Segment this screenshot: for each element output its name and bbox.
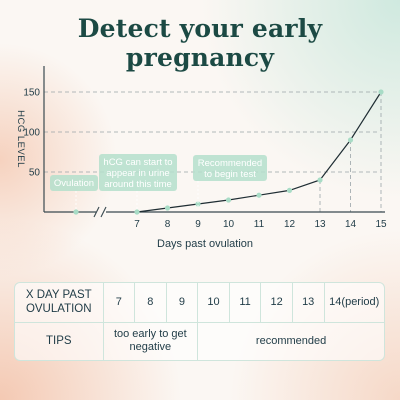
data-point [317,177,323,183]
table-header-tips: TIPS [15,321,104,360]
data-point [195,201,201,207]
table-cell: 13 [291,283,325,323]
table-cell: 10 [197,283,230,323]
y-tick-label: 100 [23,128,40,139]
y-tick-label: 150 [23,88,40,99]
annotation-box [50,175,98,191]
table-cell: 12 [260,283,293,323]
page-title: Detect your early pregnancy [77,14,323,72]
data-point [225,197,232,203]
x-tick-label: 10 [223,219,235,230]
annotation-box [99,154,177,191]
data-point [73,209,79,215]
axis-break-mark [100,206,107,218]
y-tick-label: 50 [29,168,41,179]
x-tick-label: 7 [134,219,140,230]
data-point [378,89,384,95]
table-cell: 14(period) [323,283,384,323]
x-tick-label: 14 [345,219,357,230]
annotation-box [193,155,267,181]
x-tick-label: 12 [284,219,296,230]
x-tick-label: 15 [375,219,387,230]
data-point [134,209,140,215]
data-point [347,137,354,143]
annotation-text: Recommended to begin test [198,158,262,180]
x-tick-label: 11 [254,219,265,230]
data-point [164,205,171,211]
y-axis-label: HCG LEVEL [15,110,26,168]
table-row: TIPS too early to get negative recommend… [15,321,384,360]
tip-recommended: recommended [197,321,384,360]
testing-schedule-table: X DAY PAST OVULATION 7 8 9 10 11 12 13 1… [14,282,385,361]
tip-too-early: too early to get negative [102,321,199,360]
table-row: X DAY PAST OVULATION 7 8 9 10 11 12 13 1… [15,283,384,323]
data-point [256,192,262,198]
annotation-text: hCG can start to appear in urine around th… [103,157,172,190]
x-tick-label: 8 [165,219,171,230]
table-header-days: X DAY PAST OVULATION [15,283,104,323]
table-cell: 8 [134,283,167,323]
x-axis-label: Days past ovulation [157,238,253,250]
hcg-chart: 50 100 150 HCG LEVEL 7 8 9 10 11 12 13 14 15 Days pas… [15,66,387,250]
annotation-text: Ovulation [54,178,94,189]
axis-break-mark [93,206,100,218]
table-cell: 9 [165,283,199,323]
table-cell: 7 [102,283,136,323]
x-tick-label: 9 [195,219,201,230]
x-tick-label: 13 [314,219,326,230]
data-point [286,187,293,193]
table-cell: 11 [228,283,262,323]
